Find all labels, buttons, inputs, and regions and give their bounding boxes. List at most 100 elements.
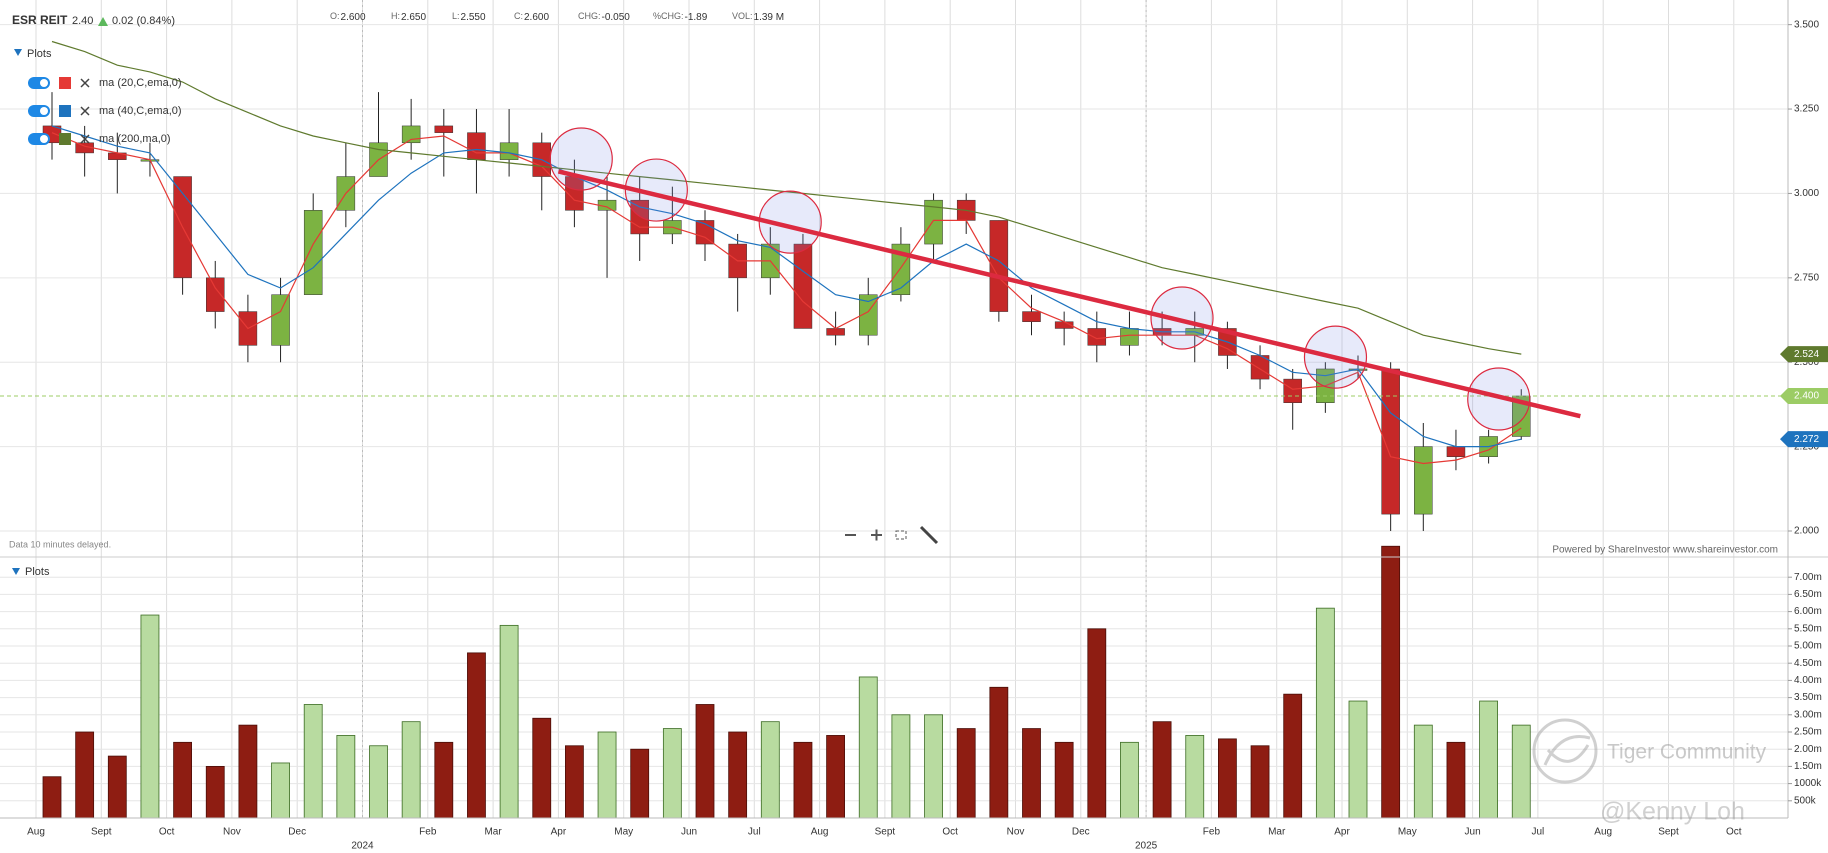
legend-toggle-knob — [40, 107, 48, 115]
value-tag-label: 2.400 — [1794, 391, 1819, 402]
volume-bar — [1054, 741, 1074, 819]
ohlc-item: VOL:1.39 M — [732, 11, 784, 22]
collapse-icon[interactable] — [12, 568, 20, 575]
x-tick-label: Sept — [1658, 827, 1679, 838]
watermark: Tiger Community @Kenny Loh — [1532, 718, 1767, 826]
x-tick-label: Nov — [1007, 827, 1025, 838]
legend-swatch — [59, 133, 71, 145]
volume-bar — [924, 714, 943, 819]
x-tick-label: Aug — [1594, 827, 1612, 838]
legend-remove[interactable] — [80, 134, 90, 144]
y-tick-label: 4.00m — [1794, 675, 1822, 686]
legend-label: ma (20,C,ema,0) — [99, 77, 182, 89]
x-tick-label: Aug — [811, 827, 829, 838]
ohlc-value: -1.89 — [685, 12, 708, 23]
collapse-icon[interactable] — [14, 49, 22, 56]
volume-bar — [1022, 728, 1041, 819]
volume-bar — [42, 776, 62, 819]
resize[interactable] — [919, 525, 939, 545]
volume-bar — [1283, 693, 1303, 819]
ohlc-key: O: — [330, 11, 340, 21]
volume-bar — [499, 624, 519, 819]
volume-bar — [728, 731, 748, 819]
ohlc-value: 2.650 — [401, 12, 426, 23]
candle-body — [1446, 446, 1466, 457]
volume-bar — [1511, 724, 1531, 819]
value-tag — [1780, 387, 1828, 404]
volume-bar — [1446, 741, 1466, 819]
y-tick-label: 5.00m — [1794, 641, 1822, 652]
candle-body — [924, 199, 943, 245]
y-tick-label: 2.000 — [1794, 526, 1819, 537]
volume-bar — [434, 741, 454, 819]
ohlc-key: VOL: — [732, 11, 753, 21]
watermark-author: @Kenny Loh — [1600, 798, 1745, 826]
x-tick-label: Apr — [1334, 827, 1350, 838]
ohlc-key: L: — [452, 11, 460, 21]
candle-body — [1414, 446, 1433, 515]
credit: Powered by ShareInvestor www.shareinvest… — [1552, 545, 1778, 556]
volume-bar — [467, 652, 486, 819]
legend-toggle-knob — [40, 79, 48, 87]
legend-label: ma (200,ma,0) — [99, 133, 171, 145]
volume-bar — [597, 731, 617, 819]
value-tag — [1780, 431, 1828, 448]
fit[interactable] — [895, 530, 907, 540]
legend-swatch — [59, 105, 71, 117]
volume-bar — [956, 728, 976, 819]
volume-bar — [760, 721, 780, 819]
ohlc-key: %CHG: — [653, 11, 684, 21]
ohlc-value: 2.550 — [461, 12, 486, 23]
volume-bar — [826, 735, 845, 819]
legend-remove[interactable] — [80, 78, 90, 88]
x-tick-label: May — [1398, 827, 1417, 838]
volume-bar — [205, 766, 225, 819]
x-tick-label: Dec — [288, 827, 306, 838]
ohlc-item: C:2.600 — [514, 11, 549, 22]
legend-toggle-knob — [40, 135, 48, 143]
x-tick-label: Sept — [875, 827, 896, 838]
volume-bar — [989, 686, 1009, 819]
volume-bar — [75, 731, 95, 819]
trendline — [557, 169, 1581, 419]
y-tick-label: 6.00m — [1794, 606, 1822, 617]
volume-bar — [1087, 628, 1107, 819]
volume-bar — [401, 721, 421, 819]
volume-bar — [532, 717, 552, 819]
legend-title: Plots — [27, 48, 52, 60]
highlight-circle — [758, 190, 822, 254]
highlight-circle — [1467, 367, 1531, 431]
delay-note: Data 10 minutes delayed. — [9, 539, 111, 549]
candle-body — [1087, 328, 1107, 346]
volume-bar — [1315, 607, 1335, 819]
candle-body — [1022, 311, 1041, 322]
x-tick-label: May — [614, 827, 633, 838]
change: 0.02 (0.84%) — [112, 15, 175, 27]
volume-bar — [238, 724, 258, 819]
y-tick-label: 1000k — [1794, 778, 1822, 789]
y-tick-label: 3.000 — [1794, 188, 1819, 199]
legend-remove[interactable] — [80, 106, 90, 116]
up-arrow — [98, 17, 108, 26]
candle-body — [1283, 378, 1302, 403]
legend: ma (20,C,ema,0) ma (40,C,ema,0) ma (200,ma… — [28, 77, 182, 145]
volume-bar — [107, 755, 127, 819]
volume-bar — [1250, 745, 1270, 819]
last-price: 2.40 — [72, 15, 93, 27]
volume-bar — [630, 748, 650, 819]
ohlc-item: O:2.600 — [330, 11, 366, 22]
y-tick-label: 2.50m — [1794, 727, 1822, 738]
volume-bar — [1152, 721, 1172, 819]
x-tick-label: Dec — [1072, 827, 1090, 838]
candle-body — [206, 277, 225, 312]
candle-body — [826, 328, 845, 336]
candle-body — [630, 199, 649, 235]
candle-body — [793, 243, 813, 329]
ohlc-item: %CHG:-1.89 — [653, 11, 708, 22]
value-tag — [1780, 346, 1828, 363]
volume-bar — [140, 614, 160, 819]
x-tick-label: Mar — [1268, 827, 1286, 838]
x-tick-label: Feb — [1203, 827, 1221, 838]
volume-bar — [1413, 724, 1433, 819]
ohlc-value: -0.050 — [602, 12, 631, 23]
